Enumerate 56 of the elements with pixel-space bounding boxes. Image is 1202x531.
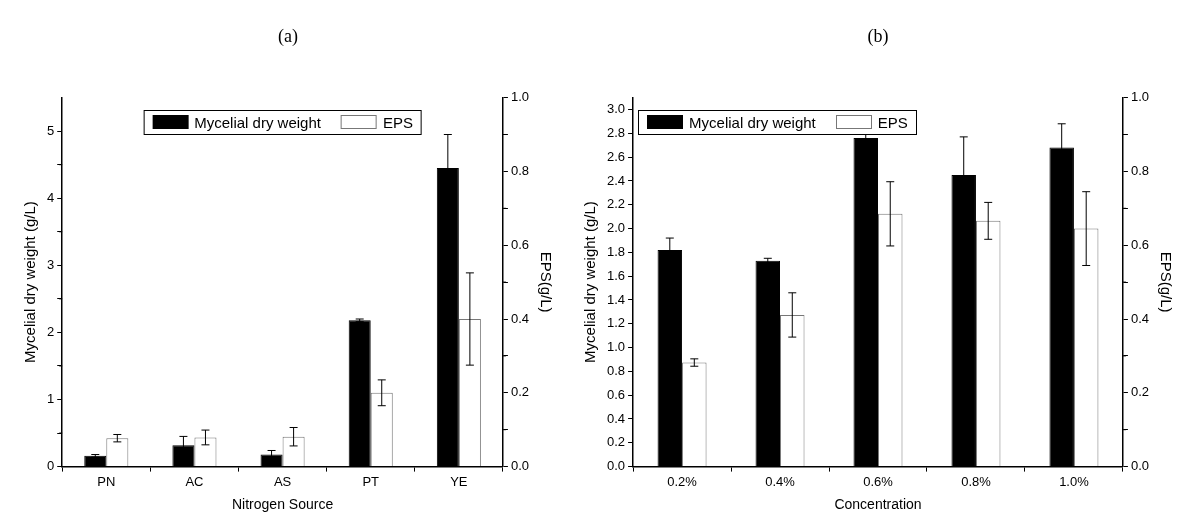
y-tick-label: 0.8	[606, 362, 626, 378]
y-tick-label: 3	[47, 256, 55, 272]
y2-tick-label: 0.4	[510, 310, 530, 326]
y-tick-label: 0.6	[606, 386, 626, 402]
x-tick-label: 1.0%	[1059, 473, 1090, 489]
legend-label: Mycelial dry weight	[194, 113, 321, 131]
y-tick-label: 3.0	[606, 101, 626, 117]
y-tick-label: 2.8	[606, 124, 626, 140]
x-tick-label: PN	[97, 473, 116, 489]
legend-label: Mycelial dry weight	[689, 113, 816, 131]
x-tick-label: 0.6%	[863, 473, 894, 489]
chart-title: (a)	[278, 25, 298, 47]
y-tick-label: 2.2	[606, 196, 626, 212]
y2-tick-label: 0.0	[510, 458, 530, 474]
y2-axis-title: EPS(g/L)	[1157, 251, 1175, 313]
x-tick-label: 0.2%	[667, 473, 698, 489]
y2-tick-label: 0.6	[1130, 236, 1150, 252]
x-tick-label: PT	[362, 473, 380, 489]
y-axis-title: Mycelial dry weight (g/L)	[21, 201, 39, 363]
chart-title: (b)	[867, 25, 889, 47]
y2-tick-label: 0.2	[510, 384, 530, 400]
y2-tick-label: 0.0	[1130, 458, 1150, 474]
legend-label: EPS	[877, 113, 908, 131]
x-axis-title: Nitrogen Source	[231, 496, 334, 513]
x-tick-label: YE	[450, 473, 468, 489]
y-tick-label: 1	[47, 391, 55, 407]
y-tick-label: 2.0	[606, 220, 626, 236]
legend-label: EPS	[382, 113, 413, 131]
y2-tick-label: 0.6	[510, 236, 530, 252]
y2-tick-label: 0.4	[1130, 310, 1150, 326]
y-axis-title: Mycelial dry weight (g/L)	[581, 201, 599, 363]
y-tick-label: 0.2	[606, 434, 626, 450]
y2-axis-title: EPS(g/L)	[537, 251, 555, 313]
y-tick-label: 1.8	[606, 243, 626, 259]
y-tick-label: 1.4	[606, 291, 626, 307]
y-tick-label: 1.0	[606, 339, 626, 355]
y-tick-label: 0.4	[606, 410, 626, 426]
y-tick-label: 5	[47, 122, 55, 138]
y-tick-label: 0.0	[606, 458, 626, 474]
x-tick-label: 0.8%	[961, 473, 992, 489]
y2-tick-label: 0.8	[510, 162, 530, 178]
y-tick-label: 2.6	[606, 148, 626, 164]
y-tick-label: 0	[47, 458, 55, 474]
y2-tick-label: 0.8	[1130, 162, 1150, 178]
x-tick-label: AS	[273, 473, 292, 489]
y-tick-label: 1.2	[606, 315, 626, 331]
x-tick-label: 0.4%	[765, 473, 796, 489]
x-axis-title: Concentration	[834, 496, 922, 513]
y-tick-label: 2.4	[606, 172, 626, 188]
y-tick-label: 1.6	[606, 267, 626, 283]
y-tick-label: 4	[47, 189, 55, 205]
x-tick-label: AC	[185, 473, 204, 489]
y2-tick-label: 0.2	[1130, 384, 1150, 400]
y2-tick-label: 1.0	[1130, 89, 1150, 105]
y-tick-label: 2	[47, 324, 55, 339]
y2-tick-label: 1.0	[510, 89, 530, 105]
